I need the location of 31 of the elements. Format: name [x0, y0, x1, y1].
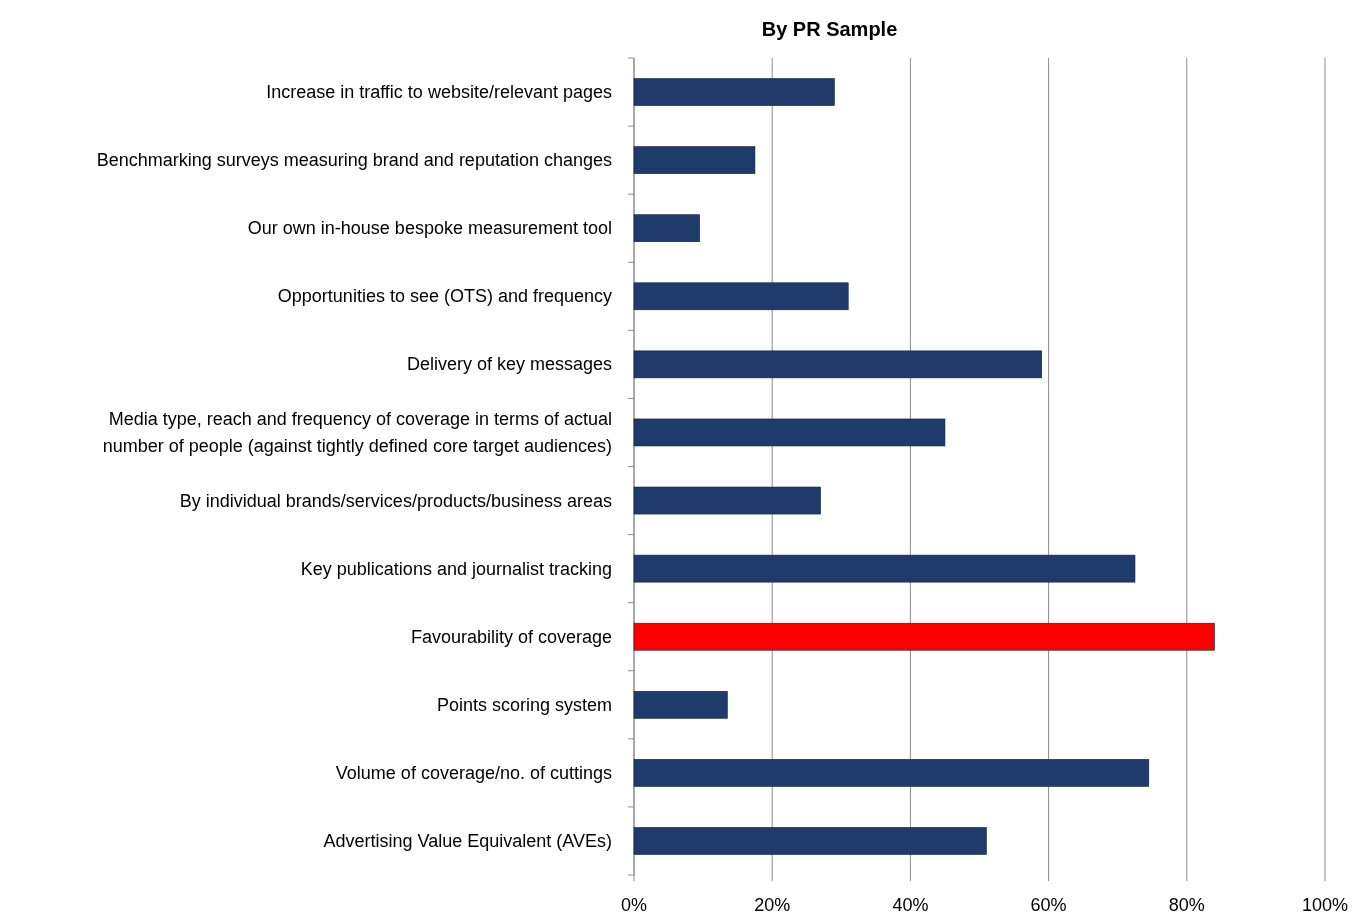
bar — [633, 78, 835, 106]
bar — [633, 486, 821, 515]
y-tick-label: By individual brands/services/products/business areas — [179, 490, 612, 511]
y-tick-label: Media type, reach and frequency of coverage in terms of actual number of people (against tightly defined core target audiences) — [102, 408, 612, 456]
bar — [633, 759, 1150, 787]
bar — [633, 622, 1215, 651]
x-tick-label: 20% — [754, 895, 791, 915]
y-tick-label: Increase in traffic to website/relevant pages — [266, 82, 612, 103]
y-tick-label: Delivery of key messages — [406, 354, 612, 375]
y-tick-label: Benchmarking surveys measuring brand and reputation changes — [96, 150, 612, 171]
bar — [633, 827, 987, 855]
x-tick-label: 0% — [620, 895, 648, 915]
x-tick-label: 80% — [1168, 895, 1205, 915]
bar — [633, 350, 1042, 379]
y-tick-label: Points scoring system — [436, 694, 612, 715]
y-tick-label: Opportunities to see (OTS) and frequency — [277, 286, 612, 307]
bar — [633, 418, 946, 447]
x-tick-label: 100% — [1301, 895, 1349, 915]
y-tick-label: Our own in-house bespoke measurement tool — [247, 218, 612, 239]
y-tick-label: Key publications and journalist tracking — [300, 558, 612, 579]
bar — [633, 146, 756, 174]
y-tick-label: Volume of coverage/no. of cuttings — [335, 762, 612, 783]
bar — [633, 690, 728, 719]
chart-title: By PR Sample — [761, 18, 898, 40]
bar — [633, 282, 849, 311]
x-tick-label: 40% — [892, 895, 929, 915]
x-tick-label: 60% — [1030, 895, 1067, 915]
bar — [633, 554, 1136, 583]
y-tick-label: Advertising Value Equivalent (AVEs) — [323, 830, 612, 851]
bar — [633, 214, 700, 243]
y-tick-label: Favourability of coverage — [410, 626, 612, 647]
